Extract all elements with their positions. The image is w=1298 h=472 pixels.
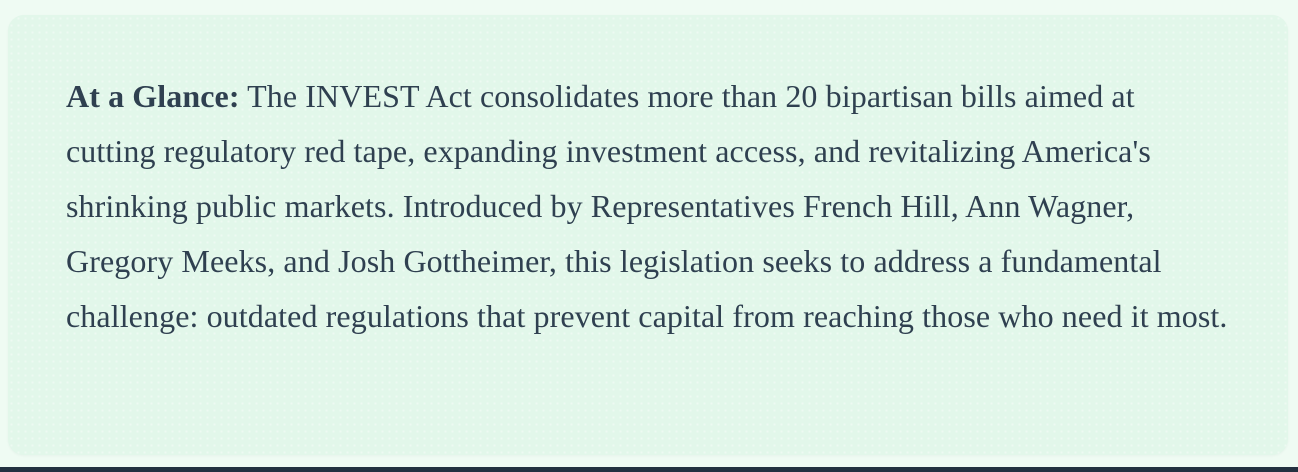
at-a-glance-callout: At a Glance: The INVEST Act consolidates… bbox=[8, 15, 1288, 455]
callout-body: The INVEST Act consolidates more than 20… bbox=[66, 78, 1228, 334]
section-divider-bar bbox=[0, 467, 1298, 472]
callout-paragraph: At a Glance: The INVEST Act consolidates… bbox=[8, 15, 1288, 344]
callout-label: At a Glance: bbox=[66, 78, 240, 114]
